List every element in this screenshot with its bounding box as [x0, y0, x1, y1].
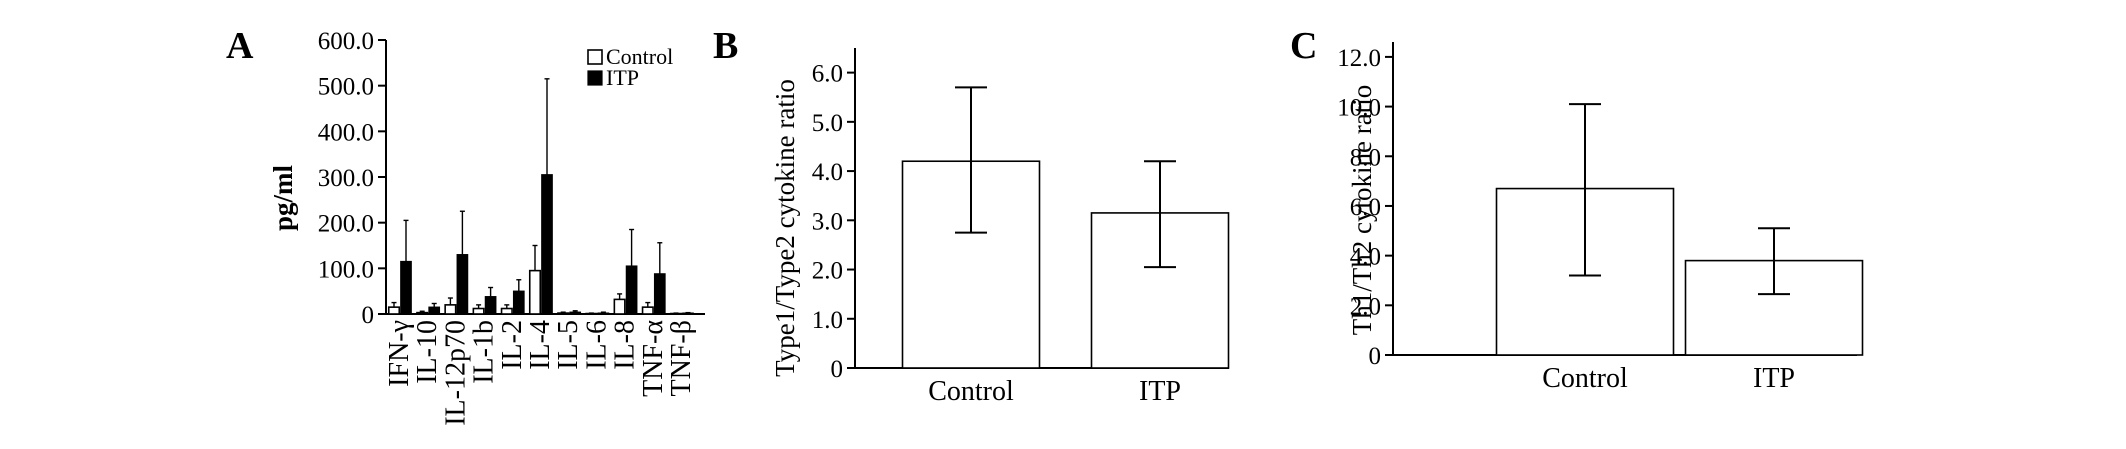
- x-tick-label: ITP: [1753, 363, 1795, 394]
- y-tick-label: 0: [362, 302, 375, 329]
- bar-itp: [400, 260, 412, 315]
- panel-a-bars: IFN-γIL-10IL-12p70IL-1bIL-2IL-4IL-5IL-6I…: [384, 78, 697, 426]
- panel-c-y-axis-label: Th1/Th2 cytokine ratio: [1347, 85, 1377, 335]
- panel-a-y-axis-label: pg/ml: [268, 164, 298, 231]
- bar-control: [416, 311, 429, 315]
- bar-itp: [484, 296, 497, 315]
- y-tick-label: 100.0: [318, 256, 374, 283]
- y-tick-label: 0: [831, 356, 844, 383]
- bar-itp: [541, 174, 553, 315]
- y-tick-label: 12.0: [1337, 45, 1381, 72]
- y-tick-label: 10.0: [1337, 95, 1381, 122]
- panel-b-bars: Control ITP: [901, 86, 1230, 407]
- bar-control: [557, 312, 570, 315]
- panel-a: A pg/ml 0100.0200.0300.0400.0500.0600.0 …: [226, 25, 705, 426]
- legend-swatch-itp: [587, 70, 603, 86]
- bar-itp: [625, 265, 638, 315]
- panel-b: B Type1/Type2 cytokine ratio 0 1.0 2.0 3.0 4…: [713, 25, 1230, 407]
- x-tick-label: IL-5: [553, 320, 584, 370]
- y-tick-label: 5.0: [812, 110, 843, 137]
- legend-label-control: Control: [606, 44, 673, 69]
- panel-b-letter: B: [713, 25, 738, 67]
- x-tick-label: IL-12p70: [440, 320, 471, 426]
- bar-control: [613, 298, 626, 315]
- bar-control: [528, 269, 542, 315]
- x-tick-label: IL-2: [497, 320, 528, 370]
- panel-a-legend: Control ITP: [587, 44, 673, 90]
- y-tick-label: 1.0: [812, 307, 843, 334]
- y-tick-label: 400.0: [318, 119, 374, 146]
- bar-itp: [597, 312, 610, 315]
- panel-c-letter: C: [1290, 25, 1317, 67]
- y-tick-label: 200.0: [318, 211, 374, 238]
- y-tick-label: 6.0: [812, 61, 843, 88]
- x-tick-label: IL-4: [525, 320, 556, 370]
- x-tick-label: Control: [928, 376, 1014, 407]
- bar-itp: [456, 254, 469, 315]
- y-tick-label: 500.0: [318, 74, 374, 101]
- panel-b-y-axis-label: Type1/Type2 cytokine ratio: [770, 79, 800, 377]
- y-tick-label: 2.0: [1350, 293, 1381, 320]
- bar-itp: [428, 306, 441, 315]
- bar-control: [500, 307, 513, 315]
- y-tick-label: 0: [1369, 343, 1382, 370]
- y-tick-label: 4.0: [1350, 244, 1381, 271]
- x-tick-label: Control: [1542, 363, 1628, 394]
- bar-itp: [512, 290, 525, 315]
- legend-label-itp: ITP: [606, 65, 639, 90]
- panel-c-bars: Control ITP: [1495, 103, 1864, 394]
- x-tick-label: IL-8: [610, 320, 641, 370]
- y-tick-label: 600.0: [318, 28, 374, 55]
- panel-b-axes: 0 1.0 2.0 3.0 4.0 5.0 6.0: [812, 48, 1229, 383]
- x-tick-label: TNF-α: [638, 320, 669, 397]
- y-tick-label: 8.0: [1350, 144, 1381, 171]
- y-tick-label: 6.0: [1350, 194, 1381, 221]
- x-tick-label: IL-10: [412, 320, 443, 384]
- bar-itp: [653, 273, 666, 315]
- panel-a-axes: 0 100.0 200.0 300.0 400.0 500.0 600.0: [318, 28, 705, 329]
- x-tick-label: TNF-β: [666, 320, 697, 396]
- y-tick-label: 2.0: [812, 258, 843, 285]
- bar-itp: [569, 311, 582, 315]
- bar-control: [387, 306, 401, 315]
- legend-swatch-control: [587, 49, 603, 65]
- y-tick-label: 300.0: [318, 165, 374, 192]
- bar-control: [472, 307, 485, 315]
- bar-control: [444, 304, 457, 315]
- x-tick-label: IL-6: [581, 320, 612, 370]
- x-tick-label: IFN-γ: [384, 320, 415, 387]
- bar-control: [641, 306, 654, 315]
- x-tick-label: ITP: [1139, 376, 1181, 407]
- panel-a-letter: A: [226, 25, 254, 67]
- y-tick-label: 4.0: [812, 159, 843, 186]
- x-tick-label: IL-1b: [469, 320, 500, 384]
- y-tick-label: 3.0: [812, 208, 843, 235]
- panel-c: C Th1/Th2 cytokine ratio 0 2.0 4.0 6.0 8.0 10…: [1290, 25, 1864, 394]
